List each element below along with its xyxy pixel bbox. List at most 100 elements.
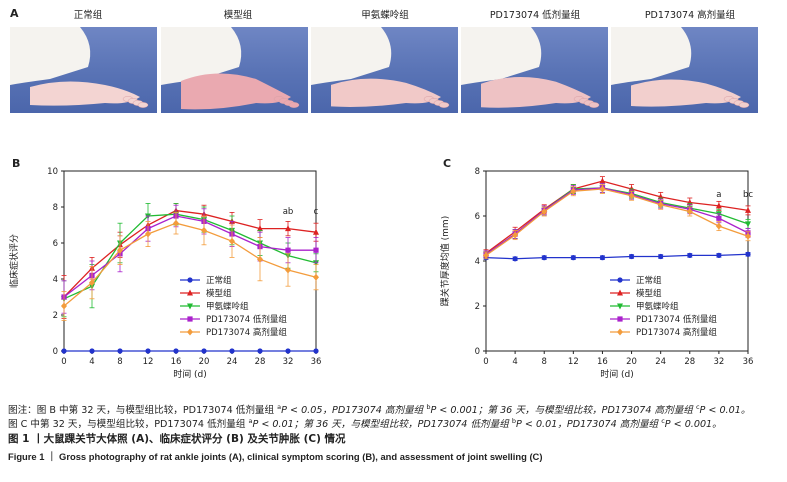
- x-tick-label: 0: [483, 357, 488, 367]
- legend-item: PD173074 高剂量组: [610, 327, 717, 338]
- series-line: [63, 209, 317, 298]
- figure-caption-en: Figure 1 ｜ Gross photography of rat ankl…: [8, 451, 543, 462]
- legend-label: 正常组: [636, 275, 662, 286]
- y-tick-label: 10: [47, 167, 58, 177]
- significance-label: ab: [283, 207, 294, 217]
- series: [61, 212, 319, 321]
- data-point: [257, 225, 263, 232]
- x-tick-label: 20: [626, 357, 637, 367]
- y-axis-title: 踝关节厚度均值 (mm): [439, 216, 451, 306]
- data-point: [570, 187, 577, 195]
- paw-photo: [611, 27, 758, 113]
- x-tick-label: 24: [655, 357, 666, 367]
- photo-label: PD173074 低剂量组: [489, 10, 581, 21]
- x-tick-label: 32: [283, 357, 294, 367]
- panel-b-letter: B: [12, 157, 21, 170]
- series-line: [63, 215, 316, 298]
- legend-item: 模型组: [610, 288, 662, 299]
- paw-photo: [10, 27, 157, 113]
- legend-label: 甲氨蝶呤组: [636, 301, 679, 312]
- data-point: [628, 253, 635, 260]
- data-point: [617, 303, 623, 310]
- y-tick-label: 8: [53, 203, 58, 213]
- photo-label: 模型组: [223, 10, 253, 21]
- series-line: [485, 188, 749, 256]
- data-point: [285, 266, 291, 274]
- data-point: [745, 232, 751, 240]
- data-point: [61, 302, 67, 310]
- data-point: [313, 260, 319, 267]
- photo-label: PD173074 高剂量组: [644, 10, 736, 21]
- data-point: [745, 221, 751, 228]
- legend-label: PD173074 低剂量组: [636, 314, 717, 325]
- series-line: [485, 253, 749, 260]
- x-tick-label: 12: [568, 357, 579, 367]
- data-point: [628, 192, 635, 200]
- data-point: [617, 328, 623, 336]
- x-axis-title: 时间 (d): [173, 368, 207, 380]
- data-point: [745, 206, 751, 213]
- y-tick-label: 0: [53, 347, 58, 357]
- data-point: [285, 348, 291, 354]
- significance-label: bc: [743, 190, 753, 200]
- data-point: [658, 253, 664, 260]
- x-tick-label: 8: [542, 357, 547, 367]
- data-point: [145, 348, 151, 354]
- data-point: [715, 222, 722, 230]
- data-point: [541, 208, 548, 215]
- data-point: [187, 289, 193, 296]
- series: [61, 203, 319, 320]
- data-point: [617, 289, 623, 296]
- photo-label: 甲氨蝶呤组: [361, 10, 409, 21]
- data-point: [201, 226, 207, 234]
- data-point: [187, 328, 193, 336]
- series: [61, 203, 319, 318]
- x-tick-label: 16: [171, 357, 182, 367]
- legend-label: 模型组: [636, 288, 662, 299]
- significance-label: a: [716, 190, 721, 200]
- data-point: [173, 348, 179, 354]
- x-tick-label: 8: [117, 357, 122, 367]
- legend-item: 正常组: [180, 275, 232, 286]
- y-tick-label: 2: [475, 302, 480, 312]
- series-line: [485, 187, 749, 255]
- data-point: [599, 185, 606, 193]
- data-point: [715, 202, 722, 209]
- data-point: [512, 256, 518, 262]
- data-point: [512, 231, 519, 239]
- data-point: [617, 277, 623, 283]
- series-line: [485, 180, 749, 254]
- significance-label: c: [314, 207, 319, 217]
- legend-item: 正常组: [610, 275, 662, 286]
- x-tick-label: 4: [512, 357, 517, 367]
- data-point: [687, 252, 693, 258]
- data-point: [541, 255, 547, 261]
- data-point: [599, 177, 606, 184]
- data-point: [716, 252, 722, 258]
- legend-label: 模型组: [206, 288, 232, 299]
- legend-item: 模型组: [180, 288, 232, 299]
- data-point: [117, 246, 123, 254]
- data-point: [187, 316, 193, 322]
- x-tick-label: 16: [597, 357, 608, 367]
- x-tick-label: 28: [684, 357, 695, 367]
- series: [483, 251, 751, 262]
- y-axis-title: 临床症状评分: [8, 234, 20, 288]
- paw-photo: [461, 27, 608, 113]
- data-point: [313, 273, 319, 281]
- data-point: [187, 303, 193, 310]
- y-tick-label: 4: [475, 257, 480, 267]
- data-point: [89, 348, 95, 354]
- paw-photo: [311, 27, 458, 113]
- data-point: [285, 225, 291, 232]
- data-point: [89, 279, 95, 287]
- paw-photo: [161, 27, 308, 113]
- data-point: [313, 228, 319, 235]
- data-point: [716, 215, 722, 221]
- x-tick-label: 36: [743, 357, 754, 367]
- data-point: [201, 348, 207, 354]
- series: [483, 182, 751, 259]
